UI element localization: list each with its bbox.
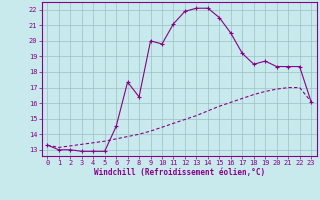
X-axis label: Windchill (Refroidissement éolien,°C): Windchill (Refroidissement éolien,°C) <box>94 168 265 177</box>
